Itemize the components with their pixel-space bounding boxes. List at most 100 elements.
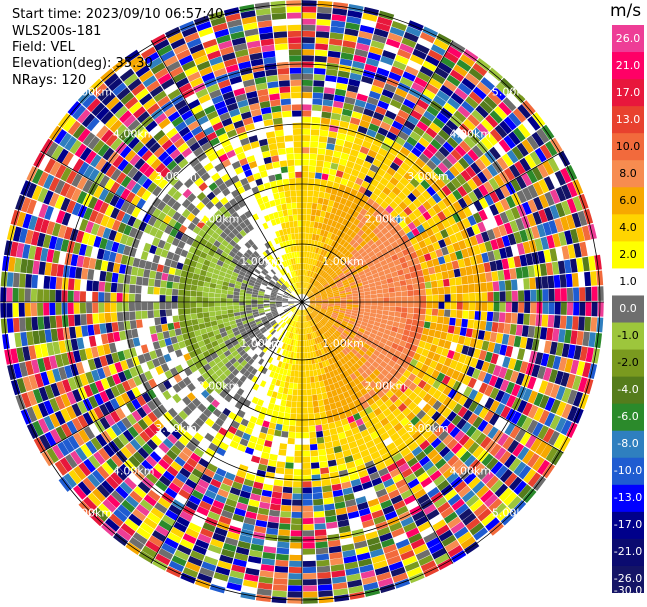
range-gate	[370, 402, 379, 411]
range-gate	[378, 446, 389, 456]
range-gate	[277, 334, 283, 341]
range-gate	[155, 271, 163, 280]
range-gate	[193, 511, 207, 522]
range-gate	[315, 304, 322, 307]
range-gate	[570, 258, 578, 273]
range-gate	[366, 536, 381, 546]
range-gate	[160, 316, 168, 325]
range-gate	[302, 524, 314, 531]
range-gate	[308, 333, 312, 340]
range-gate	[360, 513, 373, 523]
range-gate	[203, 286, 210, 293]
range-gate	[197, 403, 207, 413]
range-gate	[443, 79, 457, 92]
range-gate	[126, 389, 136, 401]
range-gate	[507, 257, 516, 269]
range-gate	[37, 275, 45, 289]
range-gate	[282, 305, 289, 308]
range-gate	[240, 458, 251, 467]
range-gate	[182, 431, 193, 442]
range-gate	[538, 178, 550, 194]
range-gate	[420, 261, 428, 270]
range-gate	[151, 237, 161, 247]
range-gate	[83, 384, 94, 398]
range-gate	[253, 284, 261, 289]
range-gate	[346, 253, 354, 260]
range-gate	[258, 274, 265, 280]
range-gate	[14, 332, 22, 348]
range-gate	[402, 347, 410, 356]
range-gate	[143, 224, 153, 234]
range-gate	[124, 149, 137, 163]
range-gate	[201, 264, 209, 272]
range-gate	[319, 129, 329, 137]
range-gate	[290, 332, 294, 339]
range-gate	[336, 367, 343, 375]
range-gate	[336, 338, 343, 344]
range-gate	[315, 296, 322, 299]
range-gate	[278, 449, 287, 456]
range-gate	[450, 521, 465, 534]
range-gate	[24, 229, 34, 245]
range-gate	[308, 172, 316, 179]
range-gate	[235, 546, 250, 556]
range-gate	[491, 271, 499, 282]
range-gate	[469, 357, 479, 368]
range-gate	[252, 309, 259, 313]
range-gate	[338, 525, 351, 534]
range-gate	[378, 10, 395, 21]
range-gate	[168, 560, 185, 572]
range-gate	[206, 394, 215, 404]
range-gate	[397, 109, 410, 120]
range-gate	[188, 522, 202, 533]
range-gate	[310, 351, 314, 358]
range-gate	[115, 210, 126, 222]
range-gate	[383, 292, 390, 298]
range-gate	[540, 443, 553, 459]
range-gate	[192, 342, 200, 350]
range-gate	[524, 154, 537, 169]
range-gate	[218, 353, 227, 361]
range-gate	[350, 372, 357, 381]
range-gate	[63, 327, 71, 340]
range-gate	[352, 296, 359, 300]
range-gate	[239, 339, 246, 347]
range-gate	[199, 251, 208, 259]
range-gate	[370, 178, 380, 188]
range-gate	[221, 251, 229, 259]
range-gate	[368, 90, 381, 100]
range-gate	[229, 320, 237, 326]
range-gate	[74, 279, 81, 291]
range-gate	[179, 320, 187, 328]
range-gate	[342, 191, 350, 200]
range-gate	[416, 99, 429, 110]
range-gate	[361, 379, 369, 388]
range-gate	[307, 407, 314, 414]
range-gate	[138, 162, 150, 174]
range-gate	[499, 302, 506, 312]
range-gate	[327, 295, 334, 298]
range-gate	[273, 385, 280, 393]
range-gate	[81, 268, 89, 280]
range-gate	[327, 365, 333, 372]
range-gate	[272, 330, 278, 337]
range-gate	[428, 542, 444, 554]
range-gate	[339, 58, 353, 67]
range-gate	[166, 316, 174, 324]
range-gate	[310, 313, 315, 319]
range-gate	[429, 514, 443, 526]
range-gate	[93, 393, 104, 406]
range-gate	[70, 450, 83, 465]
range-gate	[86, 302, 93, 314]
range-gate	[502, 436, 514, 450]
range-gate	[82, 412, 94, 426]
range-gate	[368, 231, 376, 239]
range-gate	[389, 394, 399, 403]
range-gate	[375, 313, 383, 319]
range-gate	[340, 537, 354, 546]
range-gate	[511, 397, 522, 411]
range-gate	[369, 192, 379, 202]
range-gate	[511, 279, 518, 291]
range-gate	[360, 346, 368, 353]
range-gate	[426, 186, 437, 197]
